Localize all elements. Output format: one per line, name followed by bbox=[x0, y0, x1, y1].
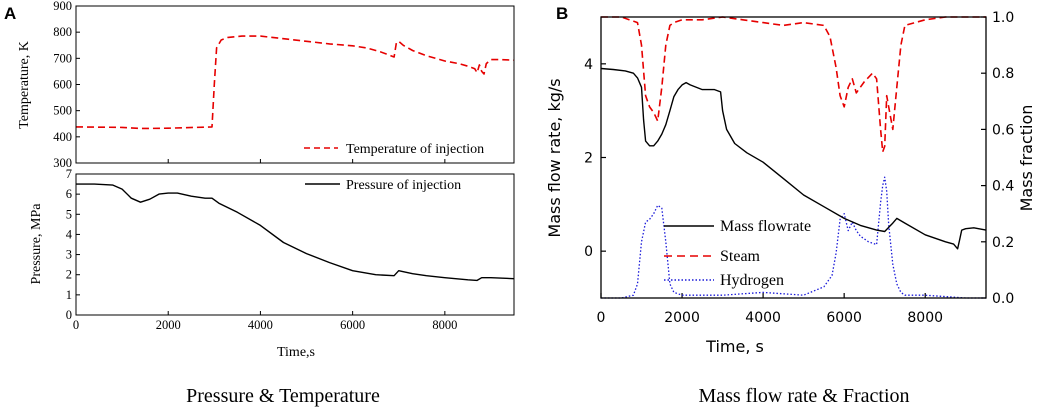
temperature-injection-line bbox=[75, 35, 515, 130]
mass-fraction-y-tick-label: 1.0 bbox=[992, 10, 1014, 26]
mass-flow-y-tick-label: 4 bbox=[584, 57, 593, 73]
panel-a-caption: Pressure & Temperature bbox=[186, 385, 380, 407]
mass-fraction-y-tick-label: 0.2 bbox=[992, 235, 1014, 251]
temperature-y-tick-label: 700 bbox=[53, 51, 72, 65]
pressure-y-tick-label: 2 bbox=[66, 268, 72, 282]
pressure-y-tick-label: 4 bbox=[66, 227, 73, 241]
mass-flow-y-tick-label: 0 bbox=[584, 244, 593, 260]
mass-flow-x-tick-label: 4000 bbox=[745, 310, 781, 326]
pressure-y-tick-label: 6 bbox=[66, 187, 72, 201]
mass-fraction-y-label: Mass fraction bbox=[1017, 105, 1036, 212]
mass-flow-plot-frame bbox=[600, 16, 987, 299]
pressure-x-tick-label: 6000 bbox=[340, 318, 365, 332]
mass-fraction-y-tick-label: 0.0 bbox=[992, 291, 1014, 307]
mass-flow-x-tick-label: 6000 bbox=[826, 310, 862, 326]
pressure-y-tick-label: 3 bbox=[66, 248, 72, 262]
pressure-legend: Pressure of injection bbox=[305, 178, 461, 193]
mass-flow-legend: Mass flowrate Steam Hydrogen bbox=[664, 218, 811, 289]
pressure-y-tick-label: 7 bbox=[66, 167, 72, 181]
panel-a-letter: A bbox=[4, 4, 16, 23]
temperature-y-tick-label: 400 bbox=[53, 130, 72, 144]
pressure-y-tick-label: 1 bbox=[66, 288, 72, 302]
temperature-y-tick-label: 600 bbox=[53, 78, 72, 92]
steam-fraction-line bbox=[601, 16, 986, 153]
mass-flow-x-tick-label: 2000 bbox=[664, 310, 700, 326]
pressure-x-tick-label: 4000 bbox=[248, 318, 273, 332]
mass-flowrate-line bbox=[600, 67, 987, 250]
temperature-y-tick-label: 300 bbox=[53, 156, 72, 170]
mass-flow-x-label: Time, s bbox=[705, 337, 764, 356]
steam-legend-label: Steam bbox=[720, 248, 761, 265]
mass-flowrate-legend-label: Mass flowrate bbox=[720, 218, 811, 235]
temperature-chart: 300 400 500 600 700 800 900 Temperature, K Tem… bbox=[17, 0, 515, 170]
pressure-y-tick-label: 0 bbox=[66, 308, 72, 322]
mass-flow-chart: 0 2 4 0.0 0.2 0.4 0.6 0.8 1.0 0 2000 4000 6000 8000 M… bbox=[545, 10, 1036, 356]
pressure-x-label: Time,s bbox=[277, 345, 315, 360]
panel-b-caption: Mass flow rate & Fraction bbox=[698, 385, 909, 407]
panel-b-letter: B bbox=[556, 4, 568, 23]
mass-fraction-y-tick-label: 0.4 bbox=[992, 179, 1014, 195]
temperature-plot-frame bbox=[75, 5, 515, 164]
pressure-plot-frame bbox=[75, 173, 515, 316]
temperature-y-label: Temperature, K bbox=[17, 41, 32, 129]
mass-flow-x-tick-label: 8000 bbox=[907, 310, 943, 326]
pressure-x-tick-label: 0 bbox=[73, 318, 79, 332]
hydrogen-legend-label: Hydrogen bbox=[720, 272, 784, 289]
temperature-y-tick-label: 800 bbox=[53, 25, 72, 39]
pressure-legend-label: Pressure of injection bbox=[346, 178, 461, 193]
pressure-x-tick-label: 2000 bbox=[156, 318, 181, 332]
hydrogen-fraction-line bbox=[601, 176, 986, 299]
pressure-injection-line bbox=[76, 183, 515, 282]
temperature-legend: Temperature of injection bbox=[304, 142, 484, 157]
mass-flow-y-label: Mass flow rate, kg/s bbox=[545, 78, 564, 237]
mass-fraction-y-tick-label: 0.6 bbox=[992, 122, 1014, 138]
mass-flow-y-tick-label: 2 bbox=[584, 151, 593, 167]
temperature-legend-label: Temperature of injection bbox=[346, 142, 484, 157]
temperature-y-tick-label: 500 bbox=[53, 104, 72, 118]
pressure-y-tick-label: 5 bbox=[66, 207, 72, 221]
pressure-x-tick-label: 8000 bbox=[432, 318, 457, 332]
pressure-y-label: Pressure, MPa bbox=[29, 203, 44, 285]
temperature-y-tick-label: 900 bbox=[53, 0, 72, 13]
mass-flow-x-tick-label: 0 bbox=[597, 310, 606, 326]
mass-fraction-y-tick-label: 0.8 bbox=[992, 66, 1014, 82]
